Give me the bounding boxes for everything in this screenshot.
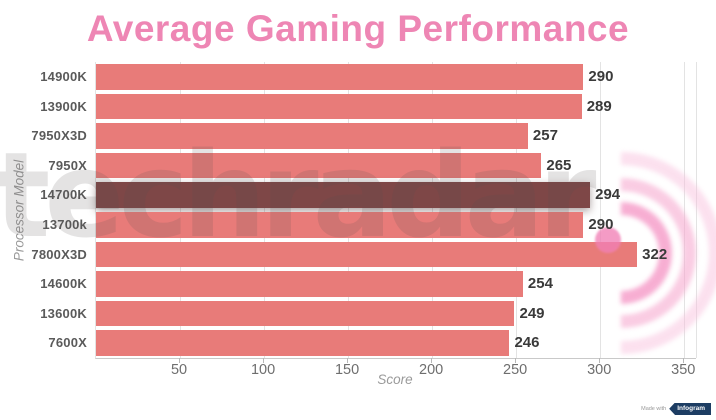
bar-value-label: 249 <box>519 304 545 322</box>
x-tick-label: 300 <box>587 362 612 378</box>
bar-value-label: 257 <box>532 127 558 145</box>
bar <box>96 330 510 356</box>
x-tick-mark <box>347 358 349 363</box>
category-label: 7950X3D <box>31 128 87 144</box>
bar <box>96 64 584 90</box>
x-tick-label: 250 <box>503 362 528 378</box>
gridline <box>264 62 266 358</box>
x-tick-label: 200 <box>419 362 444 378</box>
bar-row: 290 <box>96 210 696 240</box>
bar-row: 322 <box>96 240 696 270</box>
chart-title: Average Gaming Performance <box>86 8 630 49</box>
badge-made-with-label: Made with <box>641 405 667 412</box>
x-tick-mark <box>263 358 265 363</box>
gridline <box>600 62 602 358</box>
x-tick-label: 50 <box>170 362 188 378</box>
x-tick-mark <box>515 358 517 363</box>
bar-value-label: 246 <box>514 334 540 352</box>
x-tick-label: 150 <box>334 362 360 378</box>
x-tick-mark <box>179 358 181 363</box>
bar <box>96 152 542 179</box>
bar-row: 249 <box>96 299 696 329</box>
bar-value-label: 289 <box>586 97 612 115</box>
gridline <box>432 62 434 358</box>
bar-row: 294 <box>96 180 696 210</box>
bar-value-label: 290 <box>588 216 614 233</box>
bar <box>96 300 515 327</box>
x-tick-mark <box>431 358 433 363</box>
bar-highlighted <box>96 182 591 208</box>
category-label: 7800X3D <box>31 246 87 262</box>
y-axis-category-labels: 14900K 13900K 7950X3D 7950X 14700K 13700k 7800… <box>0 62 87 358</box>
bar-row: 290 <box>96 62 696 92</box>
bar <box>96 271 523 297</box>
bar-row: 265 <box>96 151 696 181</box>
infogram-flag-label: Infogram <box>669 402 711 415</box>
bar-row: 254 <box>96 269 696 299</box>
category-label: 13900K <box>40 98 87 114</box>
category-label: 7600X <box>48 335 87 351</box>
bar-value-label: 265 <box>546 156 572 174</box>
bar-row: 246 <box>96 328 696 358</box>
category-label: 14700K <box>40 187 87 203</box>
gridline <box>516 62 518 358</box>
infogram-badge[interactable]: Made with Infogram <box>641 402 711 415</box>
gridline <box>180 62 182 358</box>
x-tick-label: 100 <box>250 362 276 378</box>
gridline <box>348 62 350 358</box>
x-axis-title: Score <box>377 372 413 387</box>
bar-value-label: 254 <box>527 275 553 293</box>
bar <box>96 93 582 120</box>
x-tick-label: 350 <box>671 362 696 378</box>
y-axis-title: Processor Model <box>11 159 27 262</box>
category-label: 13700k <box>42 217 87 232</box>
bar <box>96 212 584 238</box>
category-label: 14900K <box>40 69 87 84</box>
x-tick-mark <box>599 358 601 363</box>
gridline <box>696 62 697 358</box>
bar-value-label: 290 <box>588 68 614 85</box>
plot-area: 290 289 257 265 294 290 322 254 249 246 <box>95 62 697 359</box>
bar-value-label: 322 <box>642 245 668 263</box>
bar-row: 257 <box>96 121 696 151</box>
bar <box>96 241 638 268</box>
bar-value-label: 294 <box>595 186 621 204</box>
x-tick-mark <box>683 358 685 363</box>
bar <box>96 123 528 149</box>
bar-row: 289 <box>96 92 696 122</box>
category-label: 13600K <box>40 305 87 321</box>
category-label: 14600K <box>40 276 87 292</box>
gridline <box>684 62 686 358</box>
category-label: 7950X <box>48 157 87 173</box>
